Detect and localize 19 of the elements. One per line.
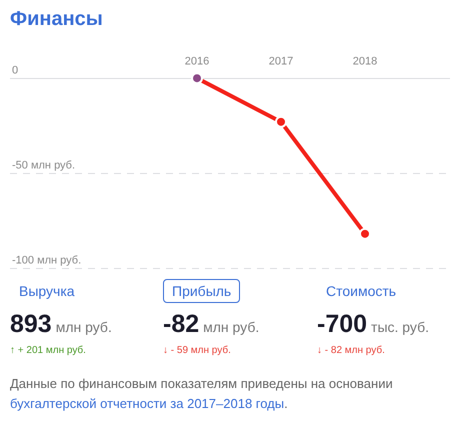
tab[interactable]: Стоимость — [317, 279, 406, 303]
x-tick-label: 2017 — [268, 56, 294, 68]
text: -700 тыс. руб. — [317, 310, 429, 338]
text: -82 млн руб. — [163, 310, 260, 338]
text: бухгалтерской отчетности за 2017–2018 годы — [10, 396, 284, 411]
y-tick-label: -100 млн руб. — [12, 254, 82, 267]
text: ↓ - 82 млн руб. — [317, 345, 386, 356]
y-tick-label: 0 — [12, 64, 18, 77]
text: . — [284, 396, 288, 411]
text: ↓ - 59 млн руб. — [163, 345, 232, 356]
tab[interactable]: Выручка — [10, 279, 84, 303]
x-tick-label: 2018 — [352, 56, 378, 68]
chart-title: Финансы — [10, 8, 103, 31]
y-tick-label: -50 млн руб. — [12, 160, 76, 172]
text: ↑ + 201 млн руб. — [10, 345, 87, 356]
text: 893 млн руб. — [10, 310, 112, 338]
tab[interactable]: Прибыль — [163, 279, 240, 303]
text: Данные по финансовым показателям приведены на основании — [10, 376, 393, 391]
x-tick-label: 2016 — [184, 56, 210, 68]
